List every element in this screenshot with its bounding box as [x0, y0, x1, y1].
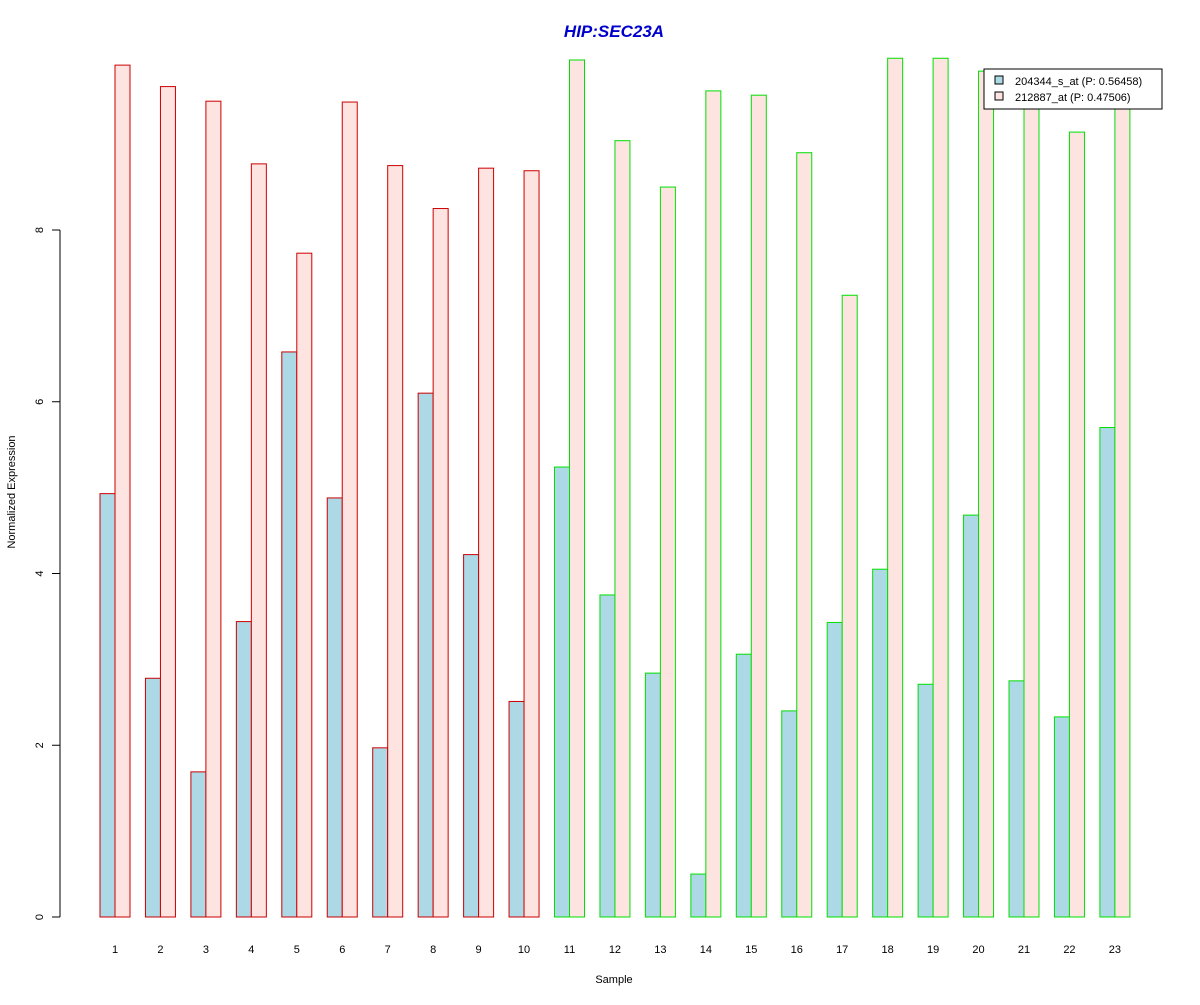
bar-series-2-sample-7: [387, 165, 404, 918]
x-tick-label: 19: [927, 944, 939, 956]
x-tick-label: 2: [157, 944, 163, 956]
bar-series-2-sample-4: [250, 163, 267, 918]
x-axis-ticks: 1 2 3 4 5 6 7 8 9 10 11 12 13 14 15 16 17 18 19 20 21 22 23: [112, 944, 1121, 956]
x-tick-label: 10: [518, 944, 530, 956]
bar-series-2-sample-2: [159, 86, 176, 918]
bar-series-2-sample-23: [1114, 100, 1131, 918]
x-tick-label: 5: [294, 944, 300, 956]
bar-series-2-sample-16: [796, 152, 813, 918]
legend-box: [983, 68, 1163, 110]
bar-series-1-sample-10: [508, 700, 525, 918]
y-axis: 0 2 4 6 8: [34, 227, 61, 920]
bar-series-2-sample-17: [841, 294, 858, 918]
y-tick-label: 0: [34, 914, 46, 920]
x-tick-label: 17: [836, 944, 848, 956]
bar-series-1-sample-21: [1008, 680, 1025, 918]
x-tick-label: 6: [339, 944, 345, 956]
x-axis-label: Sample: [595, 974, 632, 986]
x-tick-label: 21: [1018, 944, 1030, 956]
y-tick-label: 6: [34, 399, 46, 405]
x-tick-label: 1: [112, 944, 118, 956]
bar-series-1-sample-12: [599, 594, 616, 918]
legend-label-series-1: 204344_s_at (P: 0.56458): [1015, 76, 1142, 88]
legend-label-series-2: 212887_at (P: 0.47506): [1015, 92, 1131, 104]
bar-series-2-sample-6: [341, 101, 358, 918]
x-tick-label: 9: [476, 944, 482, 956]
chart-title: HIP:SEC23A: [564, 22, 664, 41]
bar-series-1-sample-5: [281, 351, 298, 918]
bar-series-2-sample-18: [887, 57, 904, 918]
bar-series-2-sample-5: [296, 252, 313, 918]
bar-series-2-sample-11: [569, 59, 585, 918]
x-tick-label: 4: [248, 944, 254, 956]
bar-series-2-sample-19: [932, 57, 949, 918]
y-tick-label: 4: [34, 570, 46, 576]
y-axis-label: Normalized Expression: [6, 435, 18, 548]
bars-layer: [99, 57, 1131, 918]
bar-series-2-sample-3: [205, 100, 222, 918]
bar-series-2-sample-14: [705, 90, 722, 918]
x-tick-label: 13: [654, 944, 666, 956]
legend-swatch-series-1: [994, 75, 1004, 85]
bar-series-1-sample-4: [235, 621, 252, 918]
bar-series-1-sample-3: [190, 771, 207, 918]
bar-series-2-sample-20: [978, 70, 995, 918]
x-tick-label: 16: [791, 944, 803, 956]
bar-series-2-sample-22: [1068, 131, 1085, 918]
x-tick-label: 14: [700, 944, 712, 956]
bar-series-2-sample-21: [1023, 100, 1040, 918]
x-tick-label: 11: [564, 944, 575, 956]
x-tick-label: 18: [882, 944, 894, 956]
bar-series-1-sample-17: [826, 621, 843, 918]
bar-series-1-sample-2: [144, 677, 161, 918]
bar-series-2-sample-9: [478, 167, 495, 918]
bar-series-1-sample-1: [99, 493, 116, 918]
x-tick-label: 3: [203, 944, 209, 956]
legend-swatch-series-2: [994, 91, 1004, 101]
bar-series-2-sample-10: [523, 170, 540, 918]
y-tick-label: 2: [34, 742, 46, 748]
bar-series-1-sample-19: [917, 683, 934, 918]
x-tick-label: 12: [609, 944, 621, 956]
bar-series-1-sample-8: [417, 392, 434, 918]
x-tick-label: 8: [430, 944, 436, 956]
bar-series-1-sample-15: [735, 653, 752, 918]
x-tick-label: 7: [385, 944, 391, 956]
x-tick-label: 20: [972, 944, 984, 956]
bar-series-2-sample-12: [614, 140, 631, 918]
bar-series-1-sample-23: [1099, 427, 1116, 918]
bar-series-1-sample-6: [326, 497, 343, 918]
bar-series-1-sample-16: [781, 710, 798, 918]
bar-series-2-sample-13: [659, 186, 676, 918]
bar-series-1-sample-20: [963, 514, 980, 918]
bar-series-1-sample-18: [872, 568, 889, 918]
bar-series-1-sample-22: [1053, 716, 1070, 918]
bar-series-1-sample-13: [644, 672, 661, 918]
legend: 204344_s_at (P: 0.56458) 212887_at (P: 0…: [983, 68, 1163, 110]
x-tick-label: 22: [1063, 944, 1075, 956]
bar-series-1-sample-11: [554, 466, 570, 918]
y-tick-label: 8: [34, 227, 46, 233]
bar-series-1-sample-14: [690, 873, 707, 918]
x-tick-label: 15: [745, 944, 757, 956]
bar-series-2-sample-8: [432, 208, 449, 918]
bar-series-1-sample-7: [372, 747, 389, 918]
bar-series-2-sample-15: [750, 94, 767, 918]
x-tick-label: 23: [1109, 944, 1121, 956]
bar-series-1-sample-9: [463, 554, 480, 918]
bar-series-2-sample-1: [114, 64, 131, 918]
